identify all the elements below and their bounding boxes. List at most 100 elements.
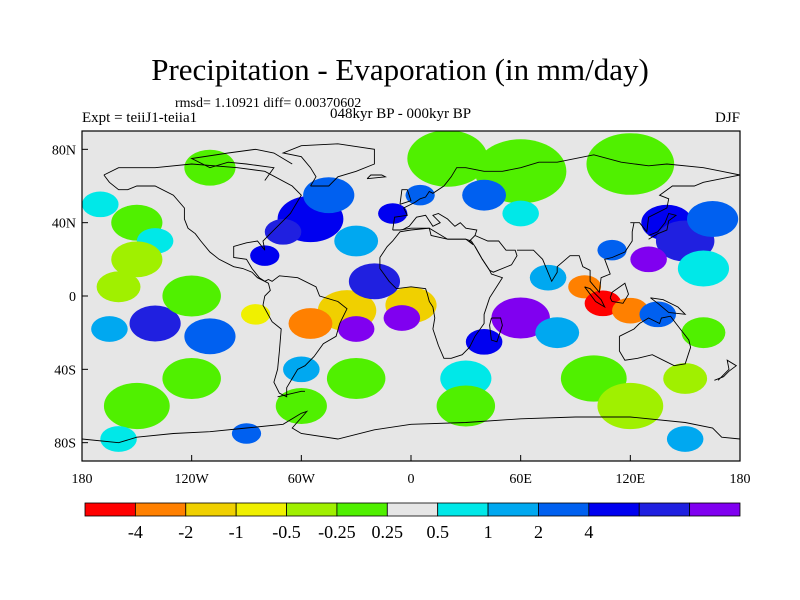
coastline [714,359,738,381]
field-patch [334,225,379,257]
field-patch [405,184,435,206]
colorbar-swatch [487,502,539,517]
y-tick-label: 40N [52,217,76,232]
y-tick-label: 80S [54,437,76,452]
colorbar-swatch [134,502,187,517]
colorbar-swatch [638,502,691,517]
coastline [392,154,740,231]
coastline [517,174,740,294]
field-patch [612,297,649,324]
field-patch [586,133,675,195]
coastline [489,317,503,343]
field-patch [264,219,302,245]
coastline [618,315,692,367]
field-patch [436,385,496,427]
field-patch [283,356,320,383]
y-tick-label: 0 [69,290,76,305]
colorbar-label: 4 [584,522,593,542]
field-patch [686,201,739,237]
colorbar-swatch [286,502,338,517]
period-label: 048kyr BP - 000kyr BP [330,106,472,122]
colorbar-swatch [84,502,136,517]
field-patch [462,179,507,211]
coastline [366,174,387,180]
field-patch [681,317,726,349]
coastline [474,235,518,273]
field-patch [677,250,730,287]
field-patch [162,275,221,317]
field-patch [465,329,503,355]
y-tick-label: 40S [54,363,76,378]
map-title: Precipitation - Evaporation (in mm/day) [151,52,649,87]
colorbar-label: -0.5 [272,522,301,542]
y-tick-label: 80N [52,143,76,158]
coastline [277,390,305,398]
field-patch [663,363,708,394]
coastline [399,189,412,205]
field-patch [348,263,401,300]
field-patch [630,246,667,273]
coastline [82,410,740,444]
field-patch [100,426,137,452]
field-patch [162,357,221,400]
coastline [103,163,348,398]
field-patch [129,305,181,342]
colorbar-label: 2 [534,522,543,542]
field-patch [491,297,550,339]
colorbar-swatch [336,502,388,517]
stats-label: rmsd= 1.10921 diff= 0.00370602 [175,96,362,111]
field-patch [440,360,492,397]
x-tick-label: 60E [509,472,532,487]
coastline [609,282,629,304]
field-patch [275,388,327,424]
experiment-label: Expt = teiiJ1-teiia1 [82,110,198,126]
field-patch [378,203,408,224]
field-patch [184,318,236,355]
colorbar-label: 0.25 [372,522,404,542]
coastline [648,212,678,240]
colorbar-swatch [437,502,489,517]
colorbar-swatch [185,502,237,517]
field-patch [91,316,128,342]
field-patch [82,191,119,218]
colorbar-label: 1 [484,522,493,542]
coastline [190,148,293,181]
field-patch [250,245,280,266]
x-tick-label: 180 [730,472,751,487]
coastline [392,213,478,246]
x-tick-label: 60W [288,472,316,487]
field-patch [241,304,271,325]
coastline [650,297,687,315]
coastline [281,143,375,187]
field-patch [283,151,320,177]
coastline [584,286,606,309]
field-patch [383,305,421,331]
field-patch [407,131,488,187]
season-label: DJF [714,110,740,126]
field-patch [502,200,539,227]
field-patch [337,316,375,342]
field-patch [326,357,386,400]
x-tick-label: 0 [408,472,415,487]
field-patch [639,301,677,328]
field-patch [666,426,704,452]
x-tick-label: 180 [72,472,93,487]
field-patch [82,152,123,184]
colorbar-swatch [538,502,590,517]
field-patch [288,308,333,339]
colorbar-label: 0.5 [426,522,449,542]
field-patch [535,317,580,349]
x-tick-label: 120E [616,472,646,487]
colorbar-label: -4 [128,522,143,542]
field-patch [96,271,141,303]
field-patch [597,239,627,261]
colorbar-swatch [386,502,439,517]
coastline [379,227,504,359]
field-patch [597,382,664,430]
field-patch [103,382,170,430]
colorbar-swatch [588,502,640,517]
colorbar-label: -2 [178,522,193,542]
colorbar-swatch [235,502,287,517]
